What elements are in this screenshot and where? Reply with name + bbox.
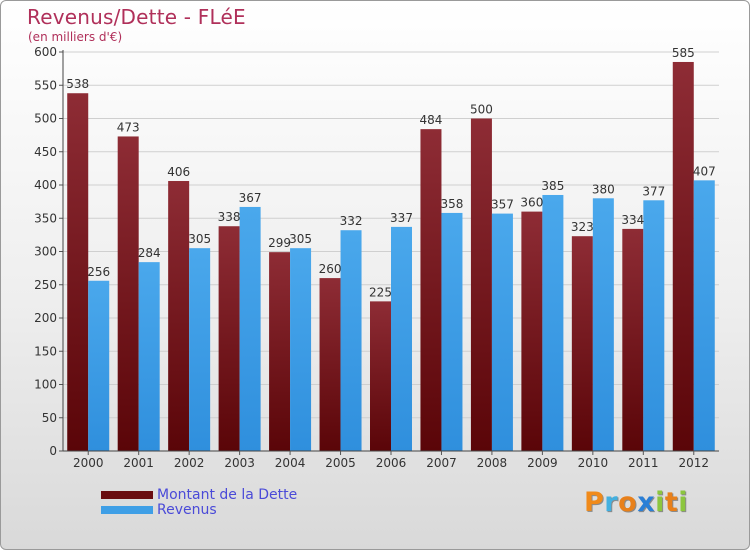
data-label-revenus: 284 (138, 246, 161, 260)
x-tick-label: 2003 (224, 456, 255, 470)
x-tick-label: 2005 (325, 456, 356, 470)
x-tick-label: 2002 (174, 456, 205, 470)
logo-letter: i (655, 487, 665, 518)
data-label-dette: 360 (520, 196, 543, 210)
legend-swatch-debt (101, 490, 153, 499)
data-label-revenus: 380 (592, 182, 615, 196)
x-tick-label: 2008 (477, 456, 508, 470)
y-tick-label: 400 (34, 178, 57, 192)
x-tick-label: 2001 (123, 456, 154, 470)
bar-dette (67, 93, 89, 451)
y-tick-label: 200 (34, 311, 57, 325)
bar-revenus (239, 206, 261, 451)
y-tick-label: 150 (34, 344, 57, 358)
legend-label-revenus: Revenus (157, 501, 217, 518)
data-label-dette: 260 (319, 262, 342, 276)
x-tick-label: 2000 (73, 456, 104, 470)
bar-dette (269, 252, 291, 451)
x-tick-label: 2009 (527, 456, 558, 470)
bar-revenus (391, 226, 412, 451)
data-label-dette: 500 (470, 103, 493, 117)
y-tick-label: 500 (34, 112, 57, 126)
legend-swatch-revenus (101, 505, 153, 514)
x-tick-label: 2004 (275, 456, 306, 470)
data-label-revenus: 337 (390, 211, 413, 225)
legend-label-debt: Montant de la Dette (157, 486, 298, 503)
bar-revenus (491, 213, 513, 451)
logo-letter: r (604, 487, 619, 518)
bar-revenus (88, 280, 110, 451)
data-label-revenus: 385 (541, 179, 564, 193)
x-tick-label: 2011 (628, 456, 659, 470)
bar-revenus (340, 230, 362, 451)
x-tick-label: 2010 (578, 456, 609, 470)
data-label-dette: 338 (218, 210, 241, 224)
legend: Montant de la Dette Revenus (101, 486, 298, 518)
bar-revenus (441, 212, 463, 451)
data-label-dette: 538 (66, 77, 89, 91)
y-tick-label: 450 (34, 145, 57, 159)
y-tick-label: 600 (34, 45, 57, 59)
data-label-revenus: 305 (289, 232, 312, 246)
bar-revenus (542, 194, 564, 451)
bar-revenus (592, 198, 614, 451)
y-tick-label: 100 (34, 378, 57, 392)
bar-dette (470, 118, 492, 451)
data-label-dette: 334 (621, 213, 644, 227)
bar-dette (571, 236, 593, 451)
data-label-revenus: 377 (642, 184, 665, 198)
data-label-revenus: 305 (188, 232, 211, 246)
x-tick-label: 2006 (376, 456, 407, 470)
chart-title: Revenus/Dette - FLéE (27, 5, 246, 29)
y-tick-label: 300 (34, 245, 57, 259)
data-label-dette: 323 (571, 220, 594, 234)
y-tick-label: 50 (42, 411, 57, 425)
logo-letter: P (584, 487, 605, 518)
x-tick-label: 2012 (678, 456, 709, 470)
data-label-dette: 484 (420, 113, 443, 127)
bar-revenus (643, 200, 665, 451)
bar-dette (672, 61, 694, 451)
data-label-revenus: 357 (491, 198, 514, 212)
bar-dette (168, 181, 190, 451)
bar-revenus (189, 248, 211, 451)
bar-dette (117, 136, 139, 451)
data-label-dette: 225 (369, 285, 392, 299)
data-label-revenus: 367 (239, 191, 262, 205)
y-tick-label: 250 (34, 278, 57, 292)
data-label-revenus: 332 (340, 214, 363, 228)
logo-letter: x (637, 487, 656, 518)
chart-subtitle: (en milliers d'€) (28, 30, 123, 44)
y-tick-label: 0 (49, 444, 57, 458)
data-label-dette: 473 (117, 120, 140, 134)
bar-dette (521, 211, 543, 451)
bar-revenus (290, 248, 312, 451)
logo-letter: t (664, 487, 679, 518)
y-tick-label: 350 (34, 211, 57, 225)
bar-dette (319, 278, 341, 451)
data-label-revenus: 407 (693, 164, 716, 178)
legend-item-revenus: Revenus (101, 501, 297, 518)
y-tick-label: 550 (34, 78, 57, 92)
data-label-revenus: 358 (441, 197, 464, 211)
data-label-dette: 406 (167, 165, 190, 179)
legend-item-debt: Montant de la Dette (101, 486, 298, 503)
data-label-dette: 585 (672, 46, 695, 60)
bar-dette (622, 228, 644, 451)
bar-dette (370, 301, 391, 451)
bar-dette (420, 129, 442, 451)
logo-letter: o (618, 487, 638, 518)
logo-letter: i (678, 487, 689, 518)
bar-dette (218, 226, 240, 451)
proxiti-logo: Proxiti (584, 487, 688, 518)
bar-revenus (693, 180, 715, 451)
bar-revenus (138, 262, 160, 451)
data-label-dette: 299 (268, 236, 291, 250)
x-tick-label: 2007 (426, 456, 457, 470)
data-label-revenus: 256 (87, 265, 110, 279)
